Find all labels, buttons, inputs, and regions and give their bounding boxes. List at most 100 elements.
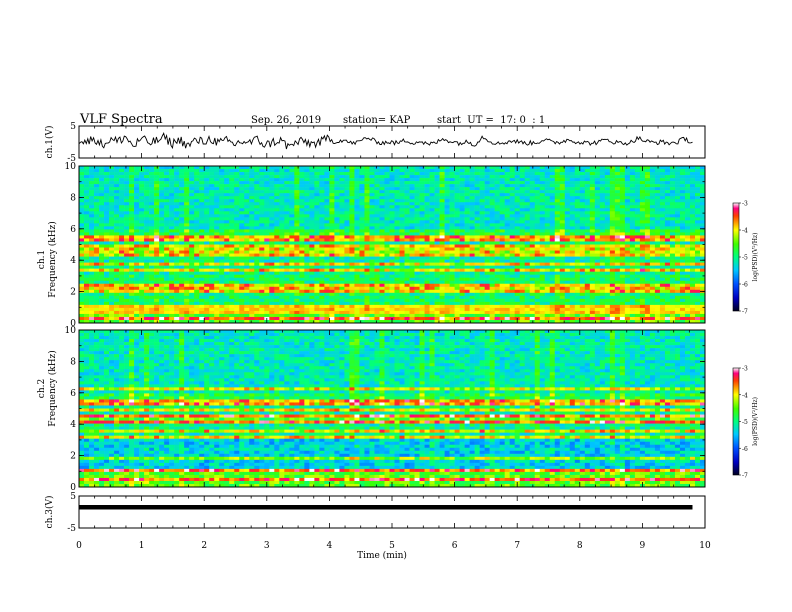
spectrogram-cell	[289, 250, 295, 254]
spectrogram-cell	[194, 301, 200, 306]
spectrogram-cell	[79, 262, 85, 266]
spectrogram-cell	[384, 202, 390, 206]
spectrogram-cell	[209, 298, 215, 303]
spectrogram-cell	[194, 262, 200, 266]
spectrogram-cell	[229, 289, 235, 294]
spectrogram-cell	[249, 220, 255, 224]
spectrogram-cell	[324, 307, 330, 312]
spectrogram-cell	[339, 295, 345, 300]
spectrogram-cell	[134, 304, 140, 309]
spectrogram-cell	[89, 256, 95, 260]
spectrogram-cell	[84, 277, 90, 282]
spectrogram-cell	[489, 214, 495, 218]
spectrogram-cell	[89, 283, 95, 288]
spectrogram-cell	[304, 286, 310, 291]
spectrogram-cell	[294, 223, 300, 227]
spectrogram-cell	[219, 202, 225, 206]
spectrogram-cell	[354, 301, 360, 306]
spectrogram-cell	[439, 268, 445, 272]
spectrogram-cell	[344, 217, 350, 221]
spectrogram-cell	[264, 196, 270, 200]
spectrogram-cell	[179, 292, 185, 297]
spectrogram-cell	[124, 190, 130, 194]
spectrogram-cell	[269, 229, 275, 233]
spectrogram-cell	[484, 229, 490, 233]
spectrogram-cell	[524, 274, 531, 279]
spectrogram-cell	[149, 259, 155, 263]
spectrogram-cell	[214, 187, 220, 191]
spectrogram-cell	[134, 274, 140, 279]
spectrogram-cell	[389, 286, 395, 291]
spectrogram-cell	[84, 166, 90, 170]
spectrogram-cell	[89, 178, 95, 182]
spectrogram-cell	[444, 319, 450, 324]
spectrogram-cell	[164, 292, 170, 297]
spectrogram-cell	[534, 175, 541, 179]
spectrogram-cell	[114, 268, 120, 272]
spectrogram-cell	[94, 313, 100, 318]
spectrogram-cell	[334, 178, 340, 182]
spectrogram-cell	[454, 289, 460, 294]
spectrogram-cell	[334, 169, 340, 173]
spectrogram-cell	[259, 292, 265, 297]
spectrogram-cell	[139, 232, 145, 236]
spectrogram-cell	[109, 208, 115, 212]
spectrogram-cell	[309, 310, 315, 315]
spectrogram-cell	[524, 205, 531, 209]
spectrogram-cell	[104, 280, 110, 285]
spectrogram-cell	[384, 262, 390, 266]
spectrogram-cell	[234, 277, 240, 282]
spectrogram-cell	[489, 271, 495, 275]
spectrogram-cell	[169, 217, 175, 221]
spectrogram-cell	[429, 226, 435, 230]
spectrogram-cell	[409, 214, 415, 218]
spectrogram-cell	[194, 307, 200, 312]
spectrogram-cell	[519, 238, 526, 242]
spectrogram-cell	[114, 304, 120, 309]
spectrogram-cell	[234, 172, 240, 176]
spectrogram-cell	[259, 220, 265, 224]
spectrogram-cell	[154, 295, 160, 300]
spectrogram-cell	[504, 253, 510, 257]
spectrogram-cell	[444, 217, 450, 221]
spectrogram-cell	[84, 268, 90, 272]
spectrogram-cell	[94, 172, 100, 176]
spectrogram-cell	[109, 169, 115, 173]
spectrogram-cell	[269, 313, 275, 318]
spectrogram-cell	[99, 172, 105, 176]
spectrogram-cell	[484, 241, 490, 245]
spectrogram-cell	[104, 190, 110, 194]
spectrogram-cell	[499, 241, 505, 245]
spectrogram-cell	[114, 316, 120, 321]
spectrogram-cell	[329, 313, 335, 318]
spectrogram-cell	[349, 283, 355, 288]
spectrogram-cell	[219, 280, 225, 285]
spectrogram-cell	[149, 280, 155, 285]
spectrogram-cell	[454, 226, 460, 230]
spectrogram-cell	[144, 202, 150, 206]
spectrogram-cell	[284, 250, 290, 254]
spectrogram-cell	[394, 265, 400, 269]
spectrogram-cell	[214, 217, 220, 221]
spectrogram-cell	[139, 304, 145, 309]
spectrogram-cell	[174, 208, 180, 212]
spectrogram-cell	[464, 223, 470, 227]
spectrogram-cell	[509, 268, 515, 272]
spectrogram-cell	[104, 220, 110, 224]
spectrogram-cell	[369, 268, 375, 272]
spectrogram-cell	[224, 298, 230, 303]
spectrogram-cell	[99, 220, 105, 224]
spectrogram-cell	[319, 313, 325, 318]
spectrogram-cell	[549, 250, 556, 254]
spectrogram-cell	[484, 235, 490, 239]
spectrogram-cell	[434, 274, 440, 279]
spectrogram-cell	[244, 316, 250, 321]
spectrogram-cell	[404, 280, 410, 285]
spectrogram-cell	[294, 199, 300, 203]
spectrogram-cell	[129, 232, 135, 236]
spectrogram-cell	[439, 271, 445, 275]
spectrogram-cell	[279, 316, 285, 321]
spectrogram-cell	[234, 301, 240, 306]
spectrogram-cell	[419, 202, 425, 206]
spectrogram-cell	[534, 283, 541, 288]
